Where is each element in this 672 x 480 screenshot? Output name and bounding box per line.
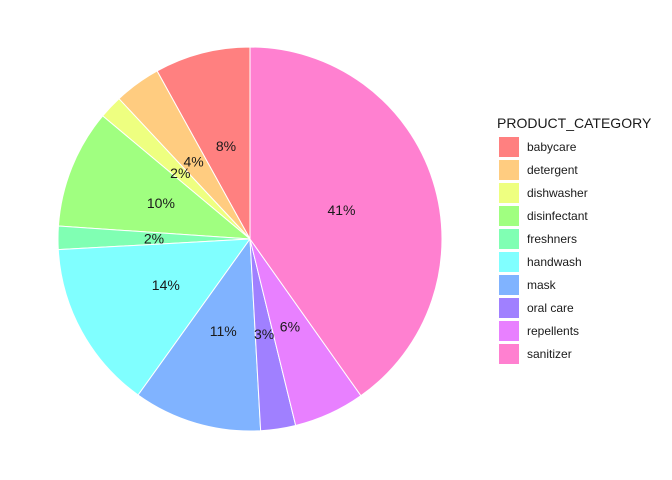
legend-label-oral-care: oral care <box>527 301 574 315</box>
legend-key-repellents <box>499 321 519 341</box>
legend-key-mask <box>499 275 519 295</box>
pie-slice-babycare <box>156 46 251 240</box>
legend-label-mask: mask <box>527 278 557 292</box>
pie-label-handwash: 14% <box>152 277 180 293</box>
legend-label-dishwasher: dishwasher <box>527 186 588 200</box>
legend-key-detergent <box>499 160 519 180</box>
legend-label-babycare: babycare <box>527 140 577 154</box>
legend-label-sanitizer: sanitizer <box>527 347 572 361</box>
pie-label-sanitizer: 41% <box>327 202 355 218</box>
pie-label-detergent: 4% <box>183 153 203 169</box>
pie-slices <box>57 46 443 432</box>
legend-key-oral-care <box>499 298 519 318</box>
pie-label-disinfectant: 10% <box>147 195 175 211</box>
legend-label-disinfectant: disinfectant <box>527 209 588 223</box>
pie-slice-disinfectant <box>57 115 252 240</box>
pie-slice-sanitizer <box>249 46 443 397</box>
legend-key-disinfectant <box>499 206 519 226</box>
pie-labels: 8%4%2%10%2%14%11% 3% 6%41% <box>144 138 356 342</box>
legend: PRODUCT_CATEGORY babycare detergent dishwa… <box>497 115 652 364</box>
legend-label-freshners: freshners <box>527 232 577 246</box>
legend-label-handwash: handwash <box>527 255 582 269</box>
legend-key-freshners <box>499 229 519 249</box>
pie-slice-handwash <box>57 238 252 396</box>
pie-label-repellents: 6% <box>280 318 300 334</box>
legend-label-detergent: detergent <box>527 163 578 177</box>
pie-label-freshners: 2% <box>144 230 164 246</box>
legend-title: PRODUCT_CATEGORY <box>497 115 652 131</box>
pie-label-mask: 11% <box>210 323 237 339</box>
legend-label-repellents: repellents <box>527 324 579 338</box>
legend-key-dishwasher <box>499 183 519 203</box>
legend-key-sanitizer <box>499 344 519 364</box>
pie-slice-mask <box>137 237 262 432</box>
pie-label-babycare: 8% <box>216 138 236 154</box>
legend-key-handwash <box>499 252 519 272</box>
pie-label-oral-care: 3% <box>254 326 274 342</box>
legend-items: babycare detergent dishwasher disinfectant f… <box>499 137 588 364</box>
legend-key-babycare <box>499 137 519 157</box>
pie-label-dishwasher: 2% <box>170 165 190 181</box>
